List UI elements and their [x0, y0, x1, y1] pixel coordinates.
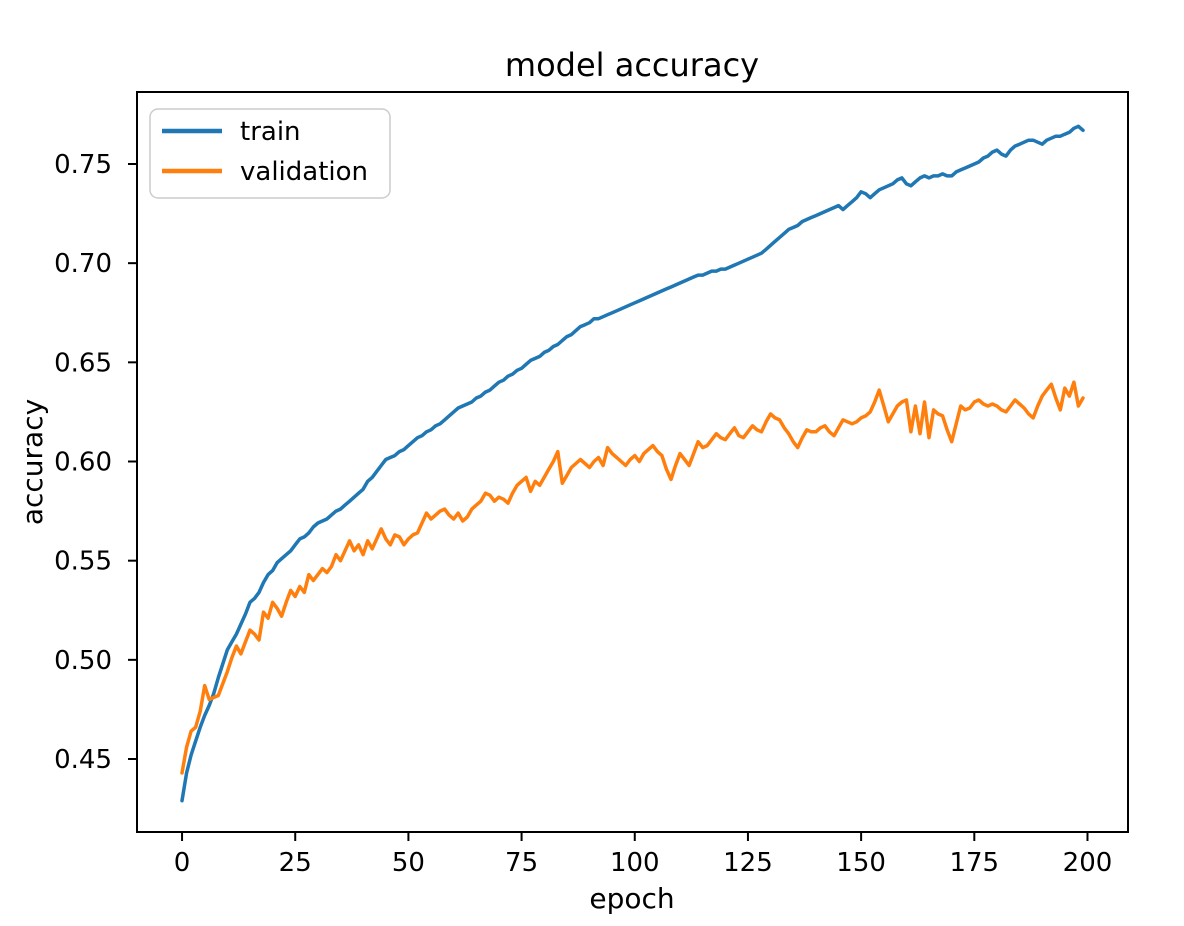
- plot-area: [136, 91, 1129, 833]
- x-tick-label: 75: [505, 848, 538, 878]
- train-line: [180, 124, 1085, 803]
- legend-item-train: train: [162, 117, 301, 147]
- legend-label-validation: validation: [240, 157, 368, 187]
- y-tick-label: 0.60: [54, 448, 112, 478]
- validation-line: [180, 380, 1085, 775]
- x-tick-label: 0: [174, 848, 191, 878]
- x-tick-label: 50: [392, 848, 425, 878]
- x-axis-ticks: 0 25 50 75 100 125 150 175 200: [174, 832, 1113, 878]
- y-tick-label: 0.45: [54, 745, 112, 775]
- x-axis-label: epoch: [589, 882, 674, 915]
- x-tick-label: 25: [279, 848, 312, 878]
- x-tick-label: 200: [1063, 848, 1113, 878]
- chart-title: model accuracy: [505, 46, 759, 84]
- y-tick-label: 0.75: [54, 150, 112, 180]
- y-tick-label: 0.50: [54, 646, 112, 676]
- y-tick-label: 0.65: [54, 348, 112, 378]
- y-tick-label: 0.55: [54, 547, 112, 577]
- x-tick-label: 175: [949, 848, 999, 878]
- legend: train validation: [149, 108, 391, 199]
- series-lines: [180, 124, 1085, 803]
- x-tick-label: 150: [836, 848, 886, 878]
- y-axis-ticks: 0.45 0.50 0.55 0.60 0.65 0.70 0.75: [54, 150, 137, 775]
- x-tick-label: 100: [610, 848, 660, 878]
- y-tick-label: 0.70: [54, 249, 112, 279]
- y-axis-label: accuracy: [16, 399, 49, 525]
- x-tick-label: 125: [723, 848, 773, 878]
- legend-label-train: train: [240, 117, 301, 147]
- legend-item-validation: validation: [162, 157, 368, 187]
